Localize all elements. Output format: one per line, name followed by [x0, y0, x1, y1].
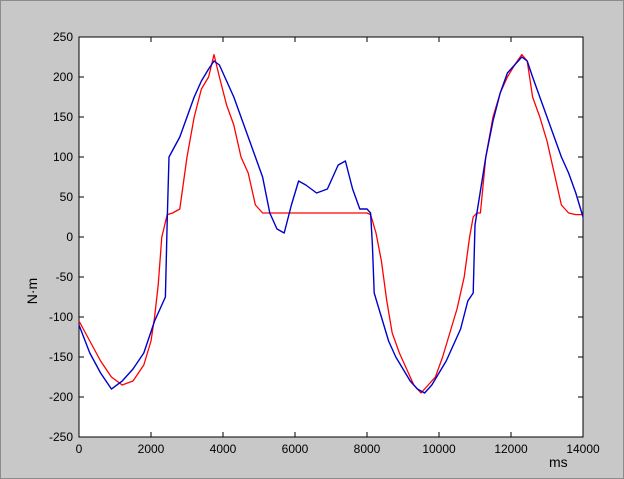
- y-tick-label: 250: [53, 30, 73, 44]
- y-tick-label: -250: [49, 430, 73, 444]
- x-tick-label: 0: [76, 442, 83, 456]
- plot-area: [78, 36, 584, 438]
- ticks-layer: 0 2000 4000 6000 8000 10000 12000 14000 250 200 15…: [49, 30, 600, 456]
- y-axis-label: N·m: [24, 278, 40, 304]
- series-line-red: [78, 53, 583, 394]
- series-layer: [78, 53, 584, 394]
- x-tick-label: 4000: [210, 442, 237, 456]
- y-tick-label: 200: [53, 70, 73, 84]
- x-axis-label: ms: [549, 454, 568, 470]
- series-line-blue: [78, 56, 584, 394]
- x-tick-label: 10000: [422, 442, 456, 456]
- y-tick-label: 150: [53, 110, 73, 124]
- x-tick-label: 2000: [138, 442, 165, 456]
- x-tick-label: 14000: [566, 442, 600, 456]
- y-tick-label: 0: [66, 230, 73, 244]
- y-tick-label: 100: [53, 150, 73, 164]
- x-tick-label: 6000: [282, 442, 309, 456]
- x-tick-label: 12000: [494, 442, 528, 456]
- y-tick-label: -200: [49, 390, 73, 404]
- y-tick-label: -50: [56, 270, 74, 284]
- y-tick-label: -150: [49, 350, 73, 364]
- x-tick-label: 8000: [354, 442, 381, 456]
- y-tick-label: -100: [49, 310, 73, 324]
- y-tick-label: 50: [60, 190, 74, 204]
